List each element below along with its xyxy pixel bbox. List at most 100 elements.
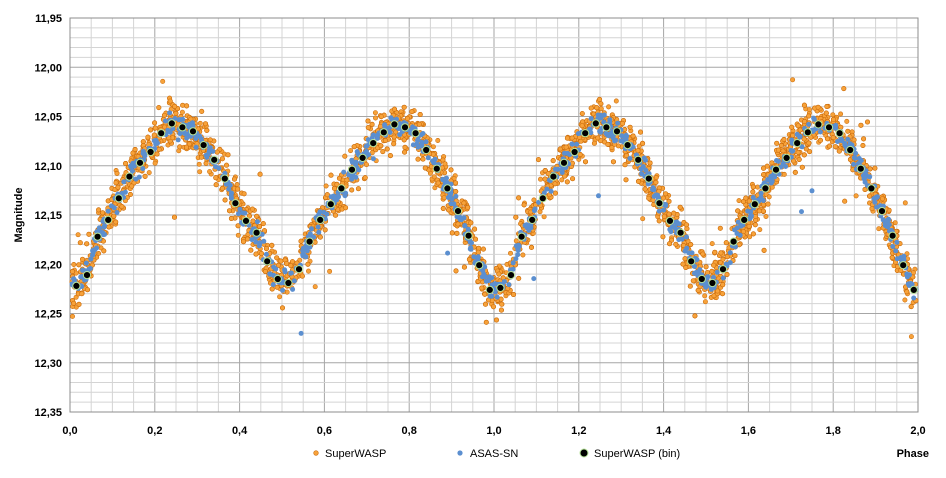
superwasp-point	[204, 161, 208, 165]
superwasp-point	[747, 224, 751, 228]
superwasp-point	[766, 202, 770, 206]
superwasp-point	[436, 138, 440, 142]
superwasp-point	[657, 219, 661, 223]
superwasp-point	[710, 269, 714, 273]
superwasp-point	[72, 262, 76, 266]
superwasp-point	[718, 226, 722, 230]
superwasp-point	[737, 198, 741, 202]
superwasp-point	[905, 290, 909, 294]
superwasp-point	[214, 183, 218, 187]
superwasp-point	[624, 178, 628, 182]
superwasp-point	[648, 161, 652, 165]
superwasp-point	[472, 227, 476, 231]
superwasp-point	[688, 284, 692, 288]
superwasp-point	[416, 157, 420, 161]
superwasp-point	[845, 119, 849, 123]
superwasp-point	[456, 222, 460, 226]
superwasp-point	[449, 168, 453, 172]
superwasp-point	[494, 318, 498, 322]
superwasp-point	[392, 107, 396, 111]
superwasp-point	[153, 126, 157, 130]
superwasp-point	[703, 294, 707, 298]
superwasp-point	[712, 263, 716, 267]
superwasp-point	[405, 116, 409, 120]
superwasp-point	[661, 235, 665, 239]
superwasp-point	[236, 233, 240, 237]
superwasp-point	[290, 260, 294, 264]
superwasp-point	[553, 191, 557, 195]
superwasp-point	[96, 208, 100, 212]
superwasp-point	[599, 102, 603, 106]
superwasp-point	[705, 270, 709, 274]
superwasp-point	[241, 240, 245, 244]
superwasp-point	[762, 248, 766, 252]
superwasp-point	[689, 242, 693, 246]
superwasp-point	[402, 138, 406, 142]
superwasp-point	[628, 125, 632, 129]
superwasp-point	[592, 141, 596, 145]
superwasp-point	[370, 122, 374, 126]
superwasp-point	[807, 107, 811, 111]
superwasp-point	[751, 185, 755, 189]
superwasp-point	[606, 105, 610, 109]
superwasp-point	[833, 144, 837, 148]
superwasp-point	[521, 253, 525, 257]
superwasp-point	[76, 233, 80, 237]
superwasp-point	[78, 241, 82, 245]
superwasp-point	[466, 205, 470, 209]
superwasp-point	[257, 224, 261, 228]
superwasp-point	[251, 219, 255, 223]
superwasp-point	[306, 262, 310, 266]
superwasp-point	[392, 142, 396, 146]
superwasp-point	[522, 203, 526, 207]
superwasp-point	[800, 165, 804, 169]
superwasp-point	[223, 198, 227, 202]
superwasp-point	[736, 209, 740, 213]
superwasp-point	[473, 237, 477, 241]
superwasp-point	[128, 192, 132, 196]
superwasp-point	[77, 263, 81, 267]
superwasp-point	[214, 176, 218, 180]
superwasp-point	[543, 177, 547, 181]
superwasp-point	[180, 110, 184, 114]
superwasp-point	[733, 254, 737, 258]
superwasp-point	[102, 249, 106, 253]
superwasp-point	[343, 206, 347, 210]
superwasp-point	[454, 269, 458, 273]
superwasp-point	[751, 190, 755, 194]
superwasp-point	[761, 172, 765, 176]
superwasp-point	[818, 138, 822, 142]
superwasp-point	[381, 149, 385, 153]
superwasp-point	[87, 232, 91, 236]
superwasp-point	[542, 215, 546, 219]
superwasp-point	[838, 112, 842, 116]
superwasp-point	[570, 177, 574, 181]
superwasp-point	[842, 86, 846, 90]
superwasp-point	[565, 180, 569, 184]
superwasp-point	[467, 257, 471, 261]
superwasp-point	[782, 172, 786, 176]
superwasp-point	[224, 163, 228, 167]
superwasp-point	[264, 246, 268, 250]
superwasp-point	[441, 206, 445, 210]
superwasp-point	[790, 125, 794, 129]
superwasp-point	[703, 300, 707, 304]
superwasp-point	[674, 242, 678, 246]
superwasp-point	[580, 111, 584, 115]
superwasp-point	[162, 113, 166, 117]
superwasp-point	[517, 276, 521, 280]
superwasp-point	[469, 221, 473, 225]
superwasp-point	[364, 162, 368, 166]
superwasp-point	[683, 257, 687, 261]
superwasp-point	[672, 211, 676, 215]
superwasp-point	[300, 274, 304, 278]
superwasp-point	[332, 186, 336, 190]
superwasp-point	[861, 137, 865, 141]
superwasp-point	[161, 79, 165, 83]
superwasp-point	[748, 235, 752, 239]
superwasp-point	[366, 125, 370, 129]
superwasp-point	[480, 286, 484, 290]
superwasp-point	[333, 213, 337, 217]
superwasp-point	[324, 184, 328, 188]
